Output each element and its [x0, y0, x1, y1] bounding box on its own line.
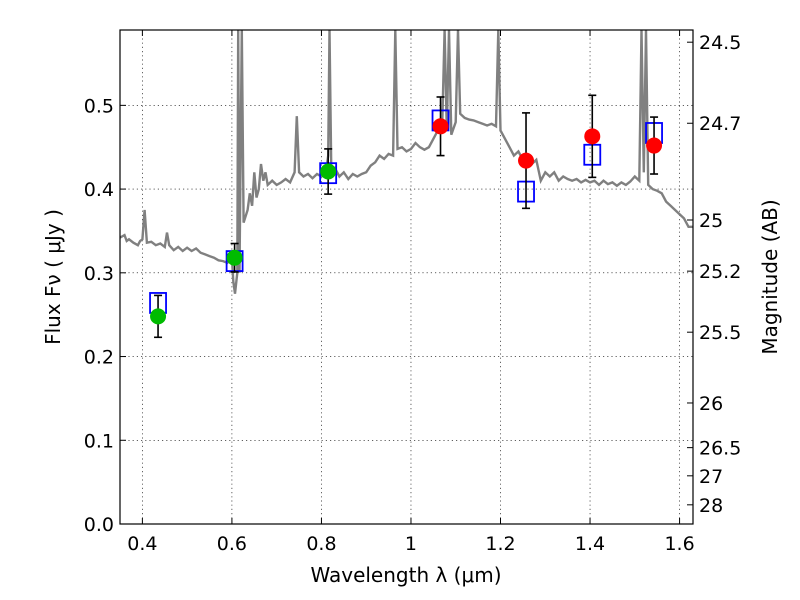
- plot-frame: [119, 29, 694, 525]
- mag-tick-label: 26: [699, 393, 723, 415]
- x-axis-label: Wavelength λ (μm): [310, 563, 501, 587]
- plot-area: [120, 30, 693, 339]
- observed-flux-point: [320, 163, 337, 180]
- y-axis-label: Flux Fν ( μJy ): [41, 209, 65, 345]
- mag-tick-label: 25.5: [699, 322, 741, 344]
- x-tick-label: 0.4: [127, 533, 157, 555]
- y-tick-label: 0.1: [84, 430, 114, 452]
- y-tick-label: 0.3: [84, 263, 114, 285]
- mag-tick-label: 28: [699, 495, 723, 517]
- axis-ticks: 0.4 0.6 0.8 1 1.2 1.4 1.6 0.0 0.1 0.2 0.3 0.4 0.5 24.…: [84, 30, 741, 555]
- y-tick-label: 0.2: [84, 347, 114, 369]
- mag-tick-label: 24.7: [699, 113, 741, 135]
- observed-flux-point: [518, 152, 535, 169]
- observed-flux-point: [584, 128, 601, 145]
- observed-flux-point: [150, 308, 167, 325]
- mag-tick-label: 27: [699, 466, 723, 488]
- y-tick-label: 0.0: [84, 514, 114, 536]
- observed-flux-point: [432, 118, 449, 135]
- x-tick-label: 1.6: [664, 533, 694, 555]
- x-tick-label: 1: [405, 533, 417, 555]
- x-tick-label: 0.8: [306, 533, 336, 555]
- x-tick-label: 1.2: [485, 533, 515, 555]
- y-tick-label: 0.4: [84, 179, 114, 201]
- mag-tick-label: 26.5: [699, 438, 741, 460]
- grid-lines: [120, 30, 693, 525]
- mag-tick-label: 25.2: [699, 261, 741, 283]
- x-tick-label: 1.4: [575, 533, 605, 555]
- model-spectrum-line: [120, 30, 693, 294]
- mag-tick-label: 24.5: [699, 32, 741, 54]
- x-tick-label: 0.6: [217, 533, 247, 555]
- observed-flux-point: [646, 137, 663, 154]
- y-tick-label: 0.5: [84, 95, 114, 117]
- mag-tick-label: 25: [699, 210, 723, 232]
- y2-axis-label: Magnitude (AB): [758, 199, 782, 354]
- observed-flux-point: [226, 249, 243, 266]
